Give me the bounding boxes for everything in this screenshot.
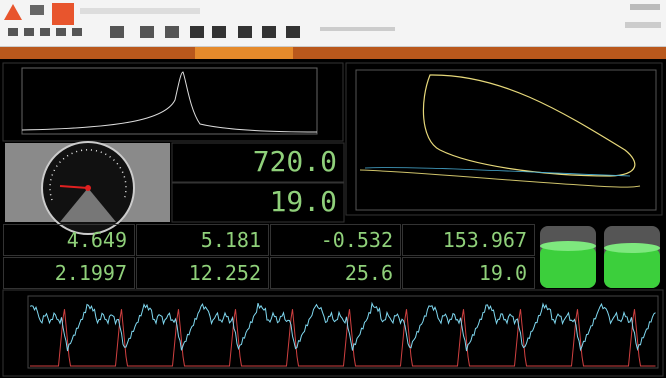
menu-tabs[interactable] [80,8,200,14]
active-tab[interactable] [195,47,293,59]
xy-trace [422,74,636,177]
recorder-trace [30,309,656,367]
display-value: 720.0 [252,145,337,178]
meter-value: 5.181 [200,228,261,252]
ribbon-button[interactable] [52,3,74,25]
ribbon [0,0,666,47]
meter-cell [136,224,269,256]
gauge-panel [5,143,170,222]
gauge-scale [49,149,127,201]
meter-value: 153.967 [442,228,527,252]
fft-plot-frame [21,67,318,135]
recorder-panel [2,289,664,377]
meter-value: 2.1997 [54,261,127,285]
xy-panel [345,62,663,216]
ribbon-button[interactable] [30,5,44,15]
gauge-dial [41,141,135,235]
meter-cell [136,257,269,289]
app-logo [4,4,22,20]
display-value: 19.0 [269,185,337,218]
recorder-trace [29,301,656,352]
xy-trace [359,169,641,188]
fft-panel [2,62,344,142]
window-controls[interactable] [630,4,660,10]
info-text [320,27,395,31]
meter-value: 4.649 [66,228,127,252]
xy-trace [364,167,631,177]
meter-value: 25.6 [344,261,393,285]
meter-cell [3,224,135,256]
help-links[interactable] [625,22,661,28]
xy-plot-frame [355,69,657,211]
meter-value: 12.252 [188,261,261,285]
recorder-plot-frame [27,295,659,369]
ribbon-icons [4,3,661,38]
meter-value: 19.0 [478,261,527,285]
meter-cell [270,224,401,256]
toolbar-icons[interactable] [8,26,300,38]
meter-cell [402,224,535,256]
meter-cell [3,257,135,289]
fft-curve [21,71,318,133]
gauge-hub [85,185,91,191]
meter-value: -0.532 [320,228,393,252]
meter-cell [270,257,401,289]
meter-cell [402,257,535,289]
tank [540,226,596,288]
tank [604,226,660,288]
display-tabs [0,47,666,59]
gauge-needle [59,185,89,189]
gauge-base [60,188,116,222]
